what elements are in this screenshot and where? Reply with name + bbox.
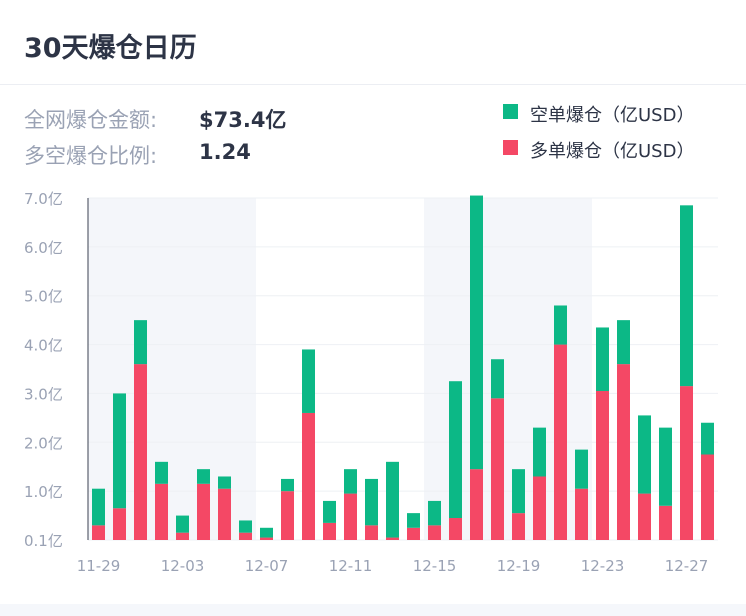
bar-short-12-04 (197, 469, 210, 484)
bar-short-12-22 (575, 449, 588, 489)
bar-long-12-21 (554, 344, 567, 540)
y-tick-label: 4.0亿 (24, 337, 63, 355)
total-liquidation-value: $73.4亿 (199, 108, 287, 132)
bar-long-12-27 (680, 386, 693, 540)
y-tick-label: 7.0亿 (24, 190, 63, 208)
bar-long-12-11 (344, 493, 357, 540)
total-liquidation-stat: 全网爆仓金额: $73.4亿 (24, 104, 286, 134)
bar-long-12-10 (323, 522, 336, 540)
bar-long-12-17 (470, 469, 483, 540)
bar-long-12-16 (449, 518, 462, 540)
bar-long-12-20 (533, 476, 546, 540)
bar-short-12-18 (491, 359, 504, 399)
bar-long-11-29 (92, 525, 105, 540)
bar-long-12-24 (617, 364, 630, 540)
bar-long-12-14 (407, 527, 420, 540)
bar-short-12-10 (323, 500, 336, 523)
bar-short-12-01 (134, 320, 147, 365)
long-short-ratio-value: 1.24 (199, 140, 251, 164)
bar-short-12-19 (512, 469, 525, 514)
x-tick-label: 12-27 (665, 557, 709, 575)
bar-long-12-15 (428, 525, 441, 540)
page-title: 30天爆仓日历 (24, 33, 197, 64)
bar-short-12-27 (680, 205, 693, 387)
bar-long-12-01 (134, 364, 147, 540)
bar-long-12-09 (302, 412, 315, 540)
total-liquidation-label: 全网爆仓金额: (24, 108, 158, 132)
bar-long-12-07 (260, 537, 273, 540)
bar-long-12-18 (491, 398, 504, 540)
bar-long-12-22 (575, 488, 588, 540)
bar-short-12-08 (281, 478, 294, 492)
bar-long-12-23 (596, 390, 609, 540)
legend-label-short: 空单爆仓（亿USD） (530, 105, 695, 126)
bar-short-12-09 (302, 349, 315, 413)
bar-short-12-17 (470, 195, 483, 470)
x-tick-label: 11-29 (77, 557, 121, 575)
bar-long-12-25 (638, 493, 651, 540)
y-tick-label: 0.1亿 (24, 532, 63, 550)
legend-label-long: 多单爆仓（亿USD） (530, 141, 695, 162)
bar-short-12-24 (617, 320, 630, 365)
x-tick-label: 12-03 (161, 557, 205, 575)
bar-long-12-05 (218, 488, 231, 540)
bar-short-12-06 (239, 520, 252, 533)
y-tick-label: 6.0亿 (24, 239, 63, 257)
bar-long-12-13 (386, 537, 399, 540)
bar-short-12-26 (659, 427, 672, 506)
bar-long-12-12 (365, 525, 378, 540)
bar-short-12-13 (386, 461, 399, 538)
bar-long-12-28 (701, 454, 714, 540)
long-short-ratio-label: 多空爆仓比例: (24, 144, 158, 168)
bar-short-12-02 (155, 461, 168, 484)
bar-short-12-12 (365, 478, 378, 526)
bar-short-11-30 (113, 393, 126, 509)
bar-long-12-26 (659, 505, 672, 540)
bar-short-12-28 (701, 422, 714, 455)
bar-short-12-25 (638, 415, 651, 494)
bar-short-12-11 (344, 469, 357, 494)
bar-long-12-19 (512, 513, 525, 540)
bar-short-12-07 (260, 527, 273, 538)
y-tick-label: 5.0亿 (24, 288, 63, 306)
bar-long-12-03 (176, 532, 189, 540)
bar-long-11-30 (113, 508, 126, 540)
bar-short-12-20 (533, 427, 546, 477)
bar-short-12-16 (449, 381, 462, 519)
bar-short-12-14 (407, 513, 420, 528)
bar-long-12-02 (155, 483, 168, 540)
bar-short-12-05 (218, 476, 231, 489)
x-tick-label: 12-15 (413, 557, 457, 575)
header-divider (0, 84, 746, 85)
long-short-ratio-stat: 多空爆仓比例: 1.24 (24, 140, 251, 170)
bottom-band (0, 604, 746, 616)
y-tick-label: 1.0亿 (24, 483, 63, 501)
x-tick-label: 12-23 (581, 557, 625, 575)
bar-long-12-06 (239, 532, 252, 540)
bar-long-12-04 (197, 483, 210, 540)
bar-short-11-29 (92, 488, 105, 526)
bar-short-12-21 (554, 305, 567, 345)
x-tick-label: 12-19 (497, 557, 541, 575)
bar-long-12-08 (281, 491, 294, 540)
x-tick-label: 12-07 (245, 557, 289, 575)
y-tick-label: 2.0亿 (24, 434, 63, 452)
long-swatch-icon (503, 140, 518, 155)
bar-short-12-23 (596, 327, 609, 391)
x-tick-label: 12-11 (329, 557, 373, 575)
bar-short-12-03 (176, 515, 189, 533)
bar-short-12-15 (428, 500, 441, 526)
y-tick-label: 3.0亿 (24, 385, 63, 403)
short-swatch-icon (503, 104, 518, 119)
